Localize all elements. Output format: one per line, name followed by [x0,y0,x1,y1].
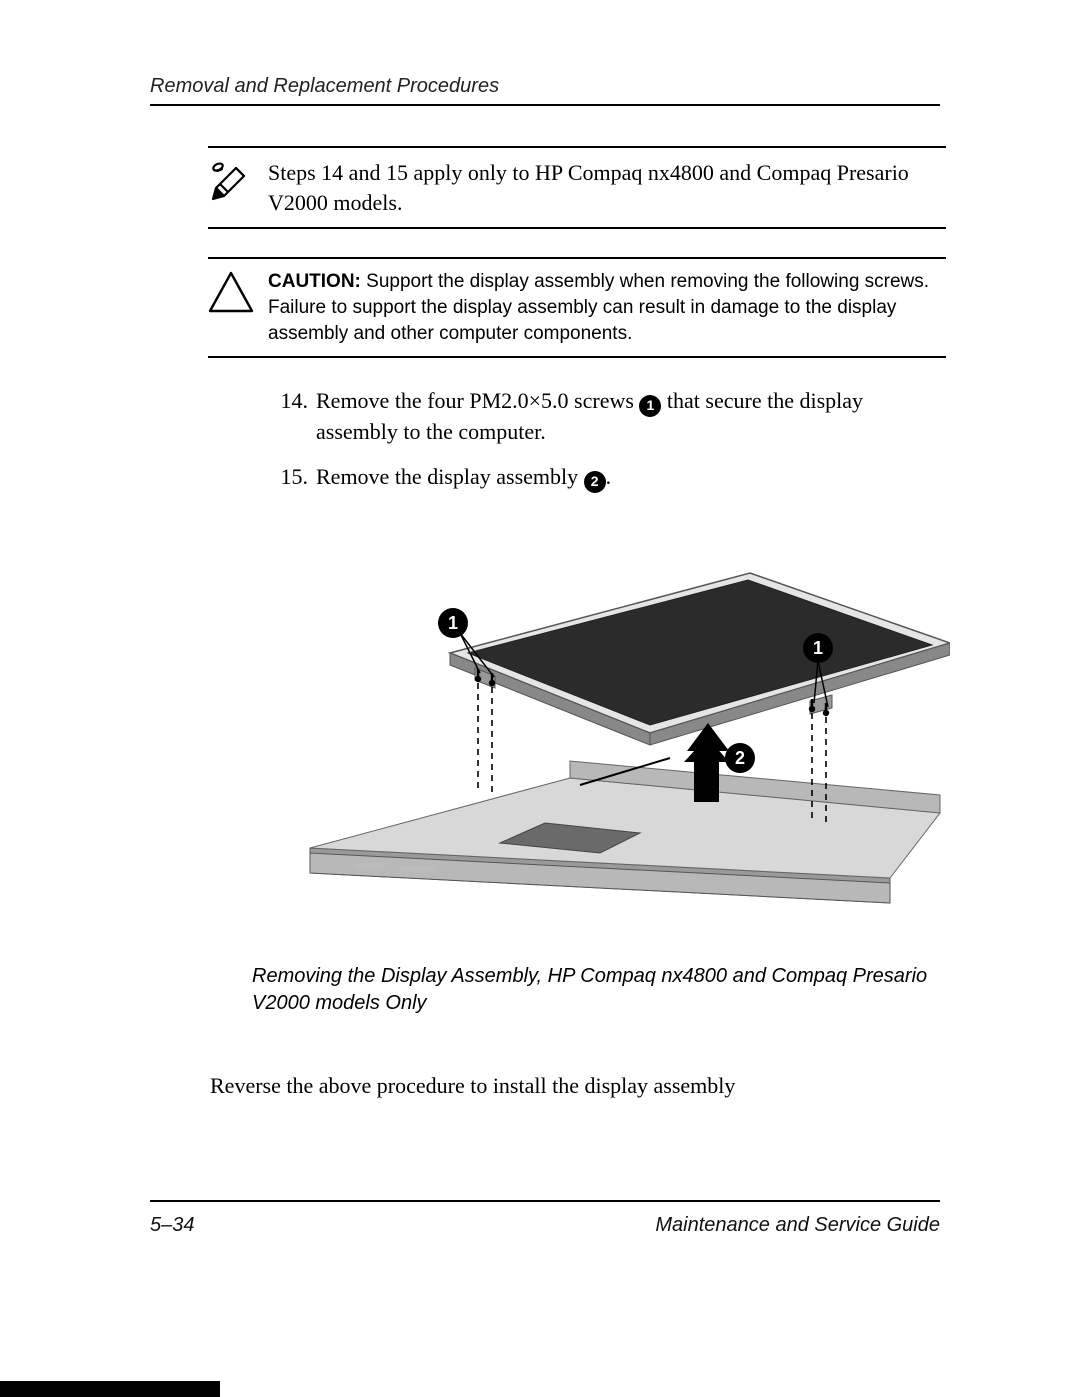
figure: 1 1 2 Removing the Display Assembly, HP Co… [250,533,950,1017]
figure-caption: Removing the Display Assembly, HP Compaq… [252,963,950,1017]
note-callout: Steps 14 and 15 apply only to HP Compaq … [208,146,946,229]
caution-rule-bottom [208,356,946,358]
running-header: Removal and Replacement Procedures [150,75,940,98]
footer-rule [150,1200,940,1202]
caution-rule-top [208,257,946,259]
step-14: 14. Remove the four PM2.0×5.0 screws 1 t… [268,386,948,448]
step-number: 14. [268,386,316,448]
circled-two-icon: 2 [584,471,606,493]
page-footer: 5–34 Maintenance and Service Guide [150,1200,940,1237]
svg-text:2: 2 [735,748,745,768]
svg-text:1: 1 [448,613,458,633]
page-content: Removal and Replacement Procedures Steps… [150,75,940,1099]
svg-text:1: 1 [813,638,823,658]
caution-triangle-icon [208,269,254,315]
note-rule-top [208,146,946,148]
step-text-pre: Remove the display assembly [316,464,584,489]
caution-callout: CAUTION: Support the display assembly wh… [208,257,946,358]
header-rule [150,104,940,106]
page-number: 5–34 [150,1214,195,1237]
note-text: Steps 14 and 15 apply only to HP Compaq … [268,158,946,217]
closing-sentence: Reverse the above procedure to install t… [210,1073,940,1099]
note-rule-bottom [208,227,946,229]
guide-title: Maintenance and Service Guide [655,1214,940,1237]
pencil-note-icon [208,158,254,204]
circled-one-icon: 1 [639,395,661,417]
step-text: Remove the four PM2.0×5.0 screws 1 that … [316,386,948,448]
step-text-post: . [606,464,612,489]
caution-body: Support the display assembly when removi… [268,271,929,343]
step-text-pre: Remove the four PM2.0×5.0 screws [316,388,639,413]
bottom-black-bar [0,1381,220,1397]
caution-label: CAUTION: [268,271,361,292]
step-15: 15. Remove the display assembly 2. [268,462,948,493]
step-number: 15. [268,462,316,493]
step-list: 14. Remove the four PM2.0×5.0 screws 1 t… [268,386,948,492]
step-text: Remove the display assembly 2. [316,462,948,493]
display-assembly-diagram: 1 1 2 [250,533,950,933]
caution-text: CAUTION: Support the display assembly wh… [268,269,946,346]
